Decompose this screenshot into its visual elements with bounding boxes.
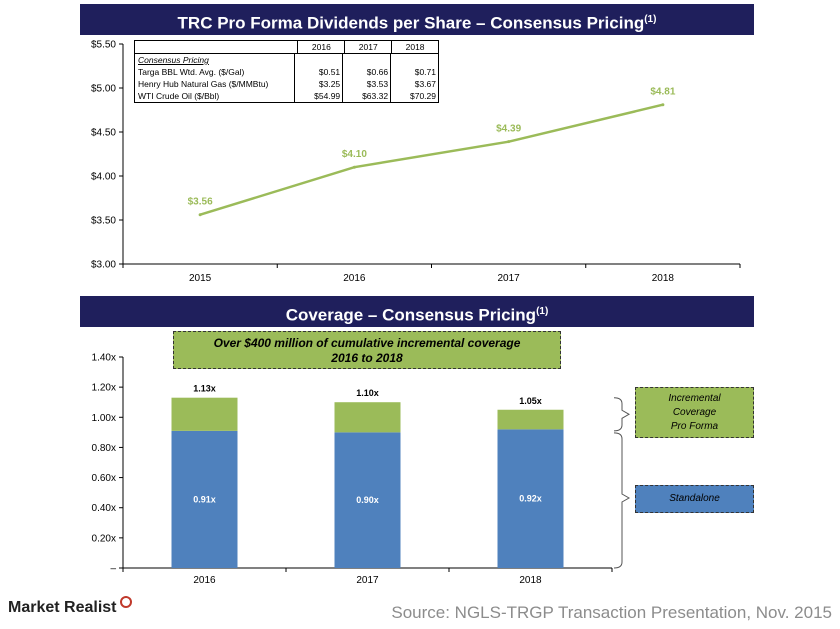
dividends-data-label: $4.10 xyxy=(342,149,367,160)
legend-incremental-line: Incremental xyxy=(668,393,721,404)
pricing-row: Henry Hub Natural Gas ($/MMBtu) $3.25 $3… xyxy=(135,78,438,90)
coverage-x-tick-label: 2017 xyxy=(356,575,379,586)
coverage-title-footnote: (1) xyxy=(536,306,549,317)
coverage-y-tick-label: 0.60x xyxy=(92,473,116,484)
dividends-y-tick-label: $5.50 xyxy=(91,40,116,51)
standalone-bar xyxy=(334,432,401,568)
dividends-y-tick-label: $4.50 xyxy=(91,128,116,139)
standalone-bar xyxy=(171,430,238,568)
pricing-row: WTI Crude Oil ($/Bbl) $54.99 $63.32 $70.… xyxy=(135,90,438,102)
coverage-y-tick-label: 0.20x xyxy=(92,533,116,544)
pricing-row-label: WTI Crude Oil ($/Bbl) xyxy=(138,91,220,101)
pricing-row-label: Targa BBL Wtd. Avg. ($/Gal) xyxy=(138,67,245,77)
incremental-bar xyxy=(497,409,564,430)
coverage-x-tick-label: 2018 xyxy=(519,575,542,586)
dividends-x-tick-label: 2016 xyxy=(343,273,366,284)
pricing-table: 2016 2017 2018 Consensus Pricing Targa B… xyxy=(134,40,439,103)
pricing-cell: $3.53 xyxy=(342,78,390,90)
callout-line-2: 2016 to 2018 xyxy=(331,351,403,365)
pricing-year: 2016 xyxy=(297,41,344,53)
standalone-bar xyxy=(497,429,564,568)
legend-incremental-line: Coverage xyxy=(672,407,717,418)
pricing-year: 2018 xyxy=(391,41,438,53)
pricing-cell: $3.25 xyxy=(294,78,342,90)
dividends-data-label: $4.39 xyxy=(496,124,521,135)
coverage-y-tick-label: 1.40x xyxy=(92,353,116,364)
logo-text: Market Realist xyxy=(8,599,117,616)
dividends-x-tick-label: 2017 xyxy=(498,273,521,284)
dividends-y-tick-label: $3.00 xyxy=(91,260,116,271)
pricing-cell: $3.67 xyxy=(390,78,438,90)
dividends-data-label: $4.81 xyxy=(650,87,675,98)
dividends-chart-title: TRC Pro Forma Dividends per Share – Cons… xyxy=(80,4,754,35)
pricing-row-label: Henry Hub Natural Gas ($/MMBtu) xyxy=(138,79,269,89)
pricing-row: Targa BBL Wtd. Avg. ($/Gal) $0.51 $0.66 … xyxy=(135,66,438,78)
dividends-y-tick-label: $3.50 xyxy=(91,216,116,227)
legend-standalone-label: Standalone xyxy=(669,493,720,504)
legend-incremental-line: Pro Forma xyxy=(670,421,719,432)
dividends-title-footnote: (1) xyxy=(644,14,657,25)
coverage-y-tick-label: 0.40x xyxy=(92,503,116,514)
magnifier-icon xyxy=(119,596,132,608)
legend-standalone: Standalone xyxy=(635,485,754,513)
coverage-callout: Over $400 million of cumulative incremen… xyxy=(173,331,561,369)
pricing-year: 2017 xyxy=(344,41,391,53)
coverage-title-text: Coverage – Consensus Pricing xyxy=(285,305,537,325)
incremental-bar xyxy=(334,402,401,433)
coverage-y-tick-label: 1.20x xyxy=(92,383,116,394)
incremental-bracket xyxy=(613,397,631,432)
legend-incremental: Incremental Coverage Pro Forma xyxy=(635,387,754,438)
coverage-y-tick-label: – xyxy=(110,564,116,575)
dividends-data-point xyxy=(198,213,202,217)
coverage-total-label: 1.05x xyxy=(519,396,542,406)
dividends-data-point xyxy=(661,103,665,107)
dividends-data-point xyxy=(507,140,511,144)
dividends-y-tick-label: $5.00 xyxy=(91,84,116,95)
pricing-cell: $0.71 xyxy=(390,66,438,78)
source-note: Source: NGLS-TRGP Transaction Presentati… xyxy=(391,603,832,622)
dividends-series-line xyxy=(199,103,664,216)
dividends-title-text: TRC Pro Forma Dividends per Share – Cons… xyxy=(177,13,645,33)
pricing-cell: $54.99 xyxy=(294,90,342,102)
pricing-subtitle-row: Consensus Pricing xyxy=(135,54,438,66)
dividends-x-tick-label: 2015 xyxy=(189,273,212,284)
coverage-total-label: 1.10x xyxy=(356,388,379,398)
dividends-x-tick-label: 2018 xyxy=(652,273,675,284)
incremental-bar xyxy=(171,397,238,431)
pricing-table-header: 2016 2017 2018 xyxy=(135,41,438,54)
pricing-subtitle: Consensus Pricing xyxy=(138,55,209,65)
pricing-cell: $0.51 xyxy=(294,66,342,78)
dividends-data-label: $3.56 xyxy=(188,197,213,208)
coverage-y-tick-label: 1.00x xyxy=(92,413,116,424)
market-realist-logo: Market Realist xyxy=(8,596,132,617)
coverage-x-tick-label: 2016 xyxy=(193,575,216,586)
pricing-cell: $0.66 xyxy=(342,66,390,78)
standalone-bracket xyxy=(613,432,631,569)
coverage-chart-title: Coverage – Consensus Pricing(1) xyxy=(80,296,754,327)
standalone-bar-label: 0.92x xyxy=(519,494,542,504)
dividends-data-point xyxy=(352,165,356,169)
standalone-bar-label: 0.90x xyxy=(356,495,379,505)
standalone-bar-label: 0.91x xyxy=(193,494,216,504)
callout-line-1: Over $400 million of cumulative incremen… xyxy=(213,336,521,350)
coverage-total-label: 1.13x xyxy=(193,384,216,394)
pricing-cell: $63.32 xyxy=(342,90,390,102)
dividends-y-tick-label: $4.00 xyxy=(91,172,116,183)
coverage-y-tick-label: 0.80x xyxy=(92,443,116,454)
pricing-cell: $70.29 xyxy=(390,90,438,102)
